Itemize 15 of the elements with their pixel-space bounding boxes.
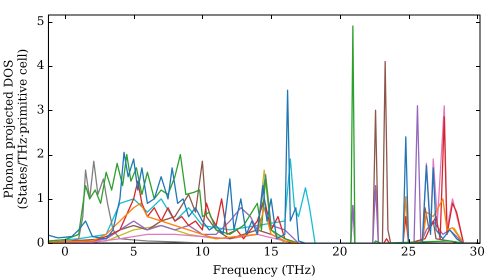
x-tick-label: 30 <box>470 244 485 259</box>
y-tick-label: 1 <box>36 191 44 206</box>
x-axis-title: Frequency (THz) <box>212 262 316 277</box>
y-tick-label: 0 <box>36 235 44 250</box>
x-tick-label: 15 <box>263 244 279 259</box>
y-tick-label: 2 <box>36 146 44 161</box>
y-tick-label: 3 <box>36 102 44 116</box>
y-axis-title: Phonon projected DOS (States/THz·primitive cell) <box>1 48 30 210</box>
y-tick-label: 4 <box>36 58 45 72</box>
x-tick-label: 0 <box>61 244 69 259</box>
x-tick-label: 20 <box>332 244 348 259</box>
y-tick-label: 5 <box>36 14 44 28</box>
x-tick-label: 5 <box>130 244 138 259</box>
x-tick-label: 10 <box>194 244 210 259</box>
x-tick-label: 25 <box>400 244 416 259</box>
